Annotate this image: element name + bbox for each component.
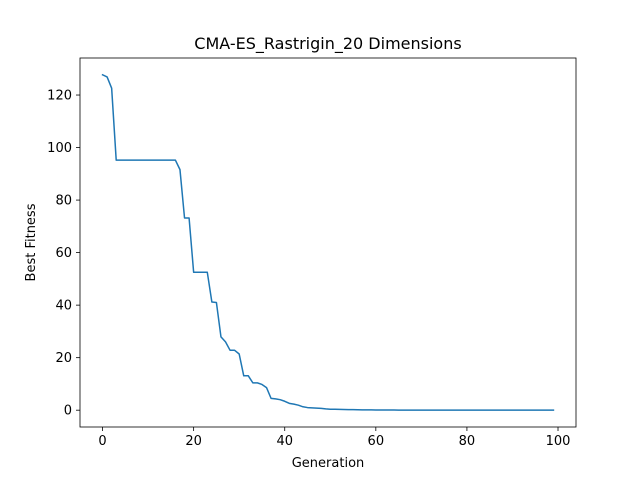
y-tick-label: 0 — [64, 404, 72, 419]
y-tick-label: 60 — [55, 246, 72, 261]
plot-area — [101, 73, 555, 411]
series-line-0 — [101, 73, 555, 411]
x-tick-label: 20 — [185, 434, 202, 449]
y-tick-label: 80 — [55, 194, 72, 209]
x-tick-label: 80 — [459, 434, 476, 449]
x-tick-label: 60 — [368, 434, 385, 449]
axes-frame — [79, 57, 577, 428]
x-axis-ticks: 0 20 40 60 80 100 — [98, 427, 570, 449]
y-tick-label: 40 — [55, 299, 72, 314]
x-tick-label: 40 — [276, 434, 293, 449]
y-axis-label: Best Fitness — [24, 203, 39, 281]
chart-title: CMA-ES_Rastrigin_20 Dimensions — [194, 34, 461, 54]
x-tick-label: 0 — [98, 434, 106, 449]
y-tick-label: 20 — [55, 351, 72, 366]
x-tick-label: 100 — [546, 434, 571, 449]
y-tick-label: 100 — [47, 141, 72, 156]
y-axis-ticks: 0 20 40 60 80 100 120 — [47, 89, 80, 419]
x-axis-label: Generation — [292, 456, 365, 471]
y-tick-label: 120 — [47, 89, 72, 104]
